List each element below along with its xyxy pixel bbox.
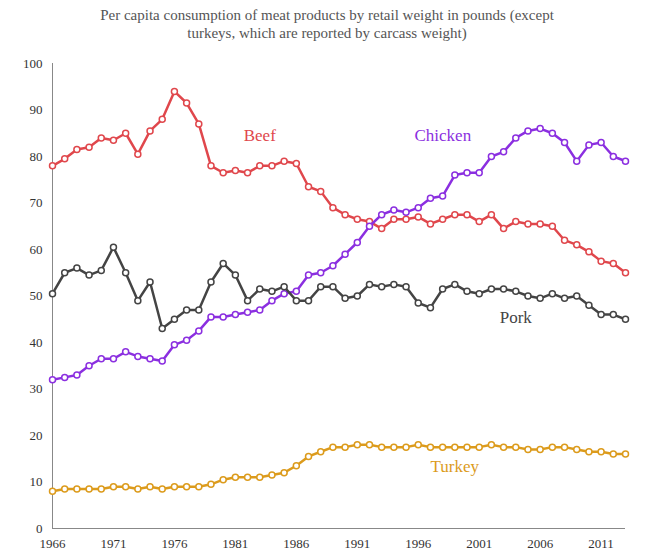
svg-text:Beef: Beef (244, 126, 276, 145)
svg-text:100: 100 (23, 56, 43, 71)
svg-text:1971: 1971 (100, 536, 126, 551)
svg-text:1981: 1981 (222, 536, 248, 551)
html-text:Per capita consumption of meat: Per capita consumption of meat products … (100, 7, 554, 41)
svg-text:Turkey: Turkey (431, 457, 480, 476)
svg-text:60: 60 (30, 242, 43, 257)
svg-text:80: 80 (30, 149, 43, 164)
svg-text:1976: 1976 (161, 536, 188, 551)
svg-text:1991: 1991 (344, 536, 370, 551)
svg-text:2006: 2006 (527, 536, 554, 551)
svg-text:30: 30 (30, 381, 43, 396)
svg-text:70: 70 (30, 195, 43, 210)
svg-text:40: 40 (30, 335, 43, 350)
svg-text:Chicken: Chicken (414, 126, 471, 145)
svg-text:2011: 2011 (588, 536, 614, 551)
svg-text:1986: 1986 (283, 536, 310, 551)
svg-text:1966: 1966 (40, 536, 67, 551)
svg-text:90: 90 (30, 102, 43, 117)
svg-text:2001: 2001 (466, 536, 492, 551)
svg-text:50: 50 (30, 288, 43, 303)
svg-text:1996: 1996 (405, 536, 432, 551)
svg-text:10: 10 (30, 474, 43, 489)
svg-text:Pork: Pork (500, 308, 533, 327)
svg-text:0: 0 (36, 521, 43, 536)
svg-text:20: 20 (30, 428, 43, 443)
